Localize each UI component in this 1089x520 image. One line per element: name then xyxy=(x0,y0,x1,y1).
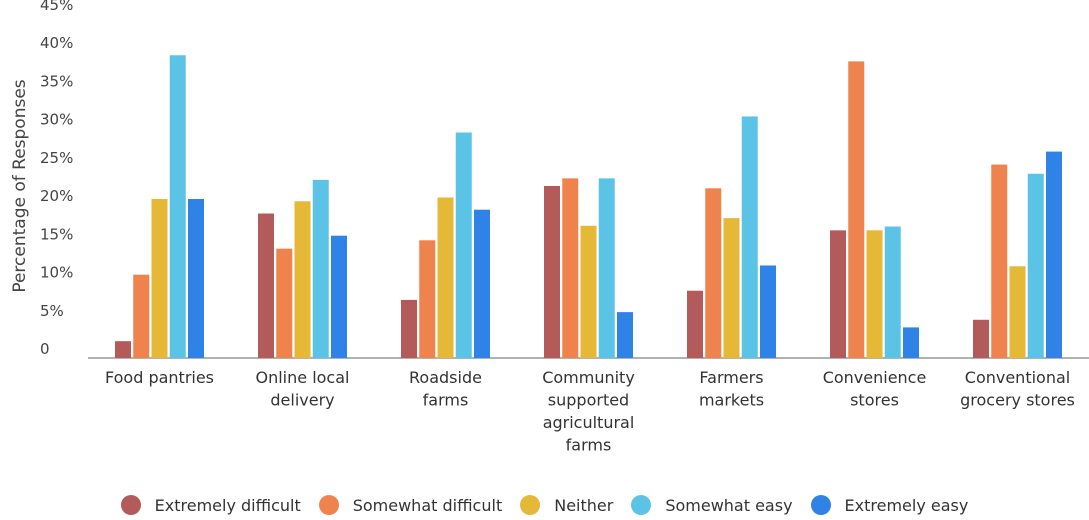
bar-neither xyxy=(866,230,883,358)
y-axis-label: Percentage of Responses xyxy=(10,79,30,292)
x-tick-label: Community supported agricultural farms xyxy=(542,368,635,455)
y-tick-label: 30% xyxy=(40,111,73,129)
bar-extremely-difficult xyxy=(401,299,417,358)
bar-somewhat-easy xyxy=(455,132,472,358)
legend-item: Neither xyxy=(520,495,613,515)
bar-neither xyxy=(437,197,454,358)
x-tick-label: Farmers markets xyxy=(699,368,764,410)
bar-neither xyxy=(580,225,597,358)
legend-label: Somewhat easy xyxy=(665,495,793,515)
bar-extremely-difficult xyxy=(258,213,274,358)
bar-somewhat-difficult xyxy=(705,188,722,358)
bar-extremely-easy xyxy=(1046,151,1062,358)
y-tick-label: 15% xyxy=(40,225,73,243)
legend-item: Extremely difficult xyxy=(120,495,301,515)
bar-chart: Percentage of Responses 0 5% 10% 15% 20% 25% 30… xyxy=(10,0,1089,455)
bar-somewhat-easy xyxy=(884,226,901,358)
y-tick-label: 20% xyxy=(40,187,73,205)
bar-neither xyxy=(151,199,168,358)
x-tick-label: Roadside farms xyxy=(409,368,482,410)
bar-somewhat-easy xyxy=(312,179,329,358)
x-tick-label: Convenience stores xyxy=(823,368,927,410)
bar-somewhat-easy xyxy=(1027,173,1044,358)
bar-extremely-difficult xyxy=(687,290,703,358)
bar-extremely-difficult xyxy=(544,186,560,358)
y-tick-label: 40% xyxy=(40,34,73,52)
bar-somewhat-difficult xyxy=(276,248,293,358)
y-tick-label: 25% xyxy=(40,149,73,167)
y-tick-label: 10% xyxy=(40,264,73,282)
bar-neither xyxy=(294,201,311,358)
legend-swatch xyxy=(120,495,141,515)
bar-extremely-easy xyxy=(903,327,919,358)
bar-extremely-easy xyxy=(760,265,776,358)
bar-somewhat-difficult xyxy=(991,164,1008,358)
bar-neither xyxy=(1009,266,1026,358)
y-tick-label: 5% xyxy=(40,302,64,320)
bar-extremely-easy xyxy=(617,312,633,358)
bar-somewhat-easy xyxy=(598,178,615,358)
bar-extremely-easy xyxy=(331,235,347,358)
bar-somewhat-easy xyxy=(741,116,758,358)
x-tick-label: Food pantries xyxy=(105,368,214,387)
legend-label: Extremely easy xyxy=(844,495,969,515)
bar-somewhat-difficult xyxy=(419,240,436,358)
legend-swatch xyxy=(810,495,831,515)
legend-label: Neither xyxy=(554,495,614,515)
bar-somewhat-easy xyxy=(169,55,186,358)
legend-label: Somewhat difficult xyxy=(352,495,503,515)
x-tick-label: Conventional grocery stores xyxy=(960,368,1075,410)
bar-neither xyxy=(723,218,740,358)
y-tick-label: 0 xyxy=(40,340,50,358)
bar-somewhat-difficult xyxy=(848,61,865,359)
legend-label: Extremely difficult xyxy=(154,495,301,515)
legend-item: Somewhat difficult xyxy=(318,495,503,515)
legend-swatch xyxy=(520,495,541,515)
y-tick-label: 45% xyxy=(40,0,73,14)
y-tick-label: 35% xyxy=(40,72,73,90)
x-tick-label: Online local delivery xyxy=(256,368,350,410)
bar-somewhat-difficult xyxy=(133,274,150,358)
bar-extremely-difficult xyxy=(115,341,131,358)
legend-item: Somewhat easy xyxy=(631,495,793,515)
legend-item: Extremely easy xyxy=(810,495,969,515)
bar-extremely-easy xyxy=(474,209,490,358)
bar-extremely-difficult xyxy=(973,319,989,358)
bar-extremely-easy xyxy=(188,199,204,358)
legend-swatch xyxy=(631,495,652,515)
bar-extremely-difficult xyxy=(830,230,846,358)
bar-somewhat-difficult xyxy=(562,178,579,358)
legend: Extremely difficult Somewhat difficult Nei… xyxy=(0,490,1089,520)
legend-swatch xyxy=(318,495,339,515)
